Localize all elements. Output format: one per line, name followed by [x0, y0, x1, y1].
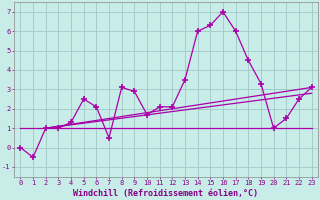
- X-axis label: Windchill (Refroidissement éolien,°C): Windchill (Refroidissement éolien,°C): [74, 189, 259, 198]
